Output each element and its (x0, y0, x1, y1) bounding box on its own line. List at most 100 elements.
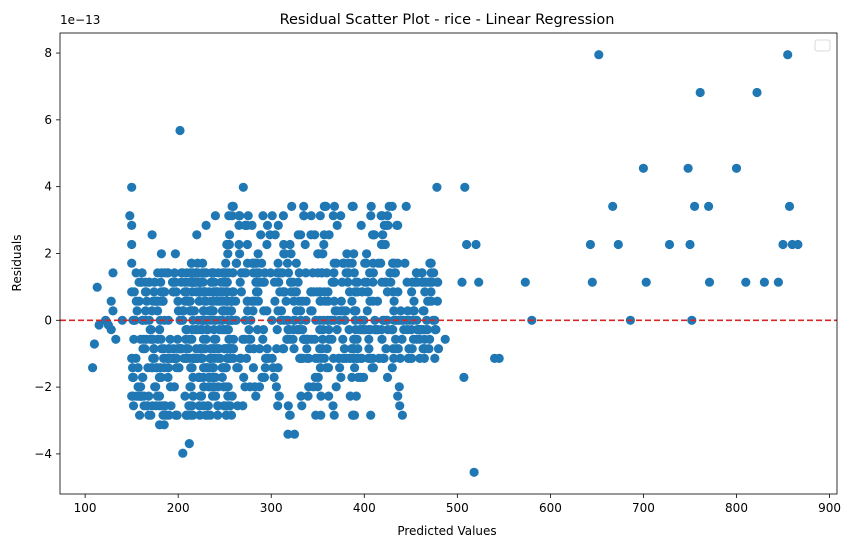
scatter-point (187, 363, 197, 373)
scatter-point (181, 344, 192, 354)
scatter-point (280, 249, 290, 259)
scatter-point (393, 391, 403, 401)
scatter-point (195, 391, 205, 401)
scatter-point (407, 277, 417, 287)
scatter-point (117, 315, 127, 325)
scatter-point (262, 239, 272, 250)
scatter-point (425, 334, 435, 344)
scatter-point (198, 334, 209, 344)
scatter-point (289, 296, 299, 306)
scatter-point (704, 277, 715, 287)
scatter-point (272, 325, 282, 335)
scatter-point (293, 277, 303, 287)
scatter-point (357, 287, 367, 297)
scatter-point (184, 439, 194, 449)
scatter-point (388, 287, 398, 297)
scatter-point (331, 382, 341, 392)
scatter-point (348, 410, 358, 420)
scatter-point (111, 334, 121, 344)
scatter-point (279, 239, 289, 250)
scatter-point (324, 325, 334, 335)
scatter-point (222, 296, 232, 306)
scatter-point (362, 249, 372, 259)
scatter-point (145, 334, 155, 344)
scatter-point (382, 372, 393, 382)
scatter-point (338, 334, 348, 344)
scatter-point (297, 401, 307, 411)
scatter-point (307, 306, 317, 316)
scatter-point (315, 363, 325, 373)
y-tick-label: 6 (44, 113, 52, 127)
scatter-point (179, 306, 189, 316)
scatter-point (289, 315, 299, 325)
scatter-point (288, 325, 298, 335)
scatter-point (345, 391, 355, 401)
scatter-point (459, 372, 469, 382)
scatter-point (179, 353, 189, 363)
scatter-point (344, 325, 354, 335)
scatter-point (324, 230, 334, 240)
scatter-point (144, 410, 154, 420)
scatter-point (227, 201, 237, 211)
scatter-point (156, 249, 166, 259)
scatter-point (252, 268, 262, 278)
scatter-point (206, 306, 216, 316)
scatter-point (329, 201, 340, 211)
scatter-point (315, 344, 325, 354)
scatter-point (283, 429, 293, 439)
x-tick-label: 300 (260, 501, 283, 515)
scatter-point (89, 339, 99, 349)
scatter-point (336, 211, 346, 221)
scatter-point (283, 401, 293, 411)
scatter-point (175, 125, 185, 136)
scatter-point (387, 363, 397, 373)
scatter-point (242, 239, 252, 250)
scatter-point (440, 334, 450, 344)
scatter-point (217, 363, 227, 373)
scatter-point (422, 315, 432, 325)
scatter-point (259, 277, 269, 287)
scatter-point (135, 410, 145, 420)
scatter-point (147, 363, 158, 373)
scatter-point (156, 277, 166, 287)
scatter-point (258, 211, 268, 221)
scatter-point (329, 277, 339, 287)
scatter-point (203, 401, 213, 411)
scatter-point (366, 211, 376, 221)
scatter-point (195, 325, 206, 335)
scatter-point (296, 353, 306, 363)
scatter-point (244, 325, 254, 335)
y-tick-label: 0 (44, 313, 52, 327)
scatter-point (201, 220, 211, 230)
scatter-point (695, 87, 705, 98)
scatter-point (370, 315, 380, 325)
scatter-point (219, 306, 229, 316)
scatter-point (432, 182, 442, 192)
scatter-point (329, 268, 339, 278)
scatter-point (136, 391, 146, 401)
scatter-point (332, 325, 342, 335)
scatter-point (344, 287, 355, 297)
scatter-point (377, 239, 387, 250)
scatter-point (164, 410, 174, 420)
scatter-point (127, 353, 137, 363)
scatter-point (335, 363, 345, 373)
scatter-point (212, 296, 222, 306)
scatter-point (266, 268, 276, 278)
scatter-point (200, 363, 211, 373)
scatter-point (273, 306, 283, 316)
scatter-point (457, 277, 467, 287)
scatter-point (690, 201, 700, 211)
scatter-point (277, 268, 288, 278)
scatter-point (106, 296, 116, 306)
scatter-point (347, 201, 357, 211)
scatter-point (154, 372, 164, 382)
scatter-point (324, 391, 334, 401)
scatter-point (407, 353, 417, 363)
scatter-point (262, 220, 273, 230)
scatter-point (145, 325, 155, 335)
scatter-point (397, 410, 407, 420)
scatter-point (407, 344, 417, 354)
scatter-point (224, 315, 234, 325)
scatter-point (349, 249, 359, 259)
